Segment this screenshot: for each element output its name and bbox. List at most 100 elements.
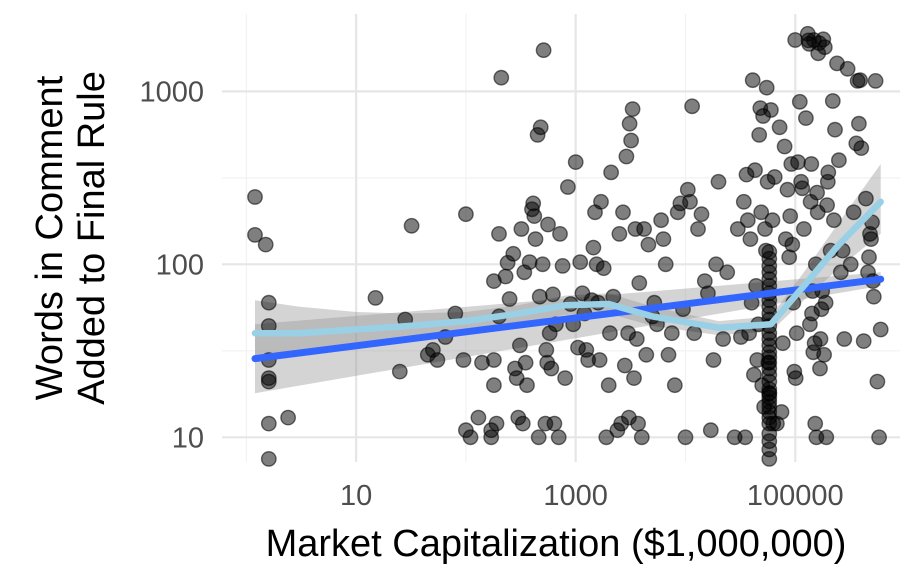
data-point xyxy=(705,352,722,368)
data-point xyxy=(603,164,619,181)
data-point xyxy=(702,422,719,439)
data-point xyxy=(534,256,551,273)
data-point xyxy=(824,93,841,109)
data-point xyxy=(771,119,788,136)
data-point xyxy=(280,409,296,426)
data-point xyxy=(550,429,567,446)
y-tick-label: 100 xyxy=(156,249,204,281)
data-point xyxy=(457,206,474,223)
data-point xyxy=(817,294,834,311)
data-point xyxy=(615,204,631,221)
x-tick-label: 100000 xyxy=(747,480,844,512)
data-point xyxy=(791,93,808,110)
data-point xyxy=(836,331,853,347)
data-point xyxy=(257,236,274,253)
data-point xyxy=(788,325,805,342)
data-point xyxy=(686,325,703,342)
data-point xyxy=(872,321,889,338)
data-point xyxy=(485,352,502,368)
data-point xyxy=(798,110,814,127)
data-point xyxy=(501,291,518,307)
data-point xyxy=(747,162,763,179)
data-point xyxy=(677,429,694,446)
data-point xyxy=(567,154,584,171)
y-axis-title-line-2: Added to Final Rule xyxy=(71,71,113,405)
data-point xyxy=(784,236,801,253)
data-point xyxy=(546,415,563,432)
data-point xyxy=(761,243,778,260)
data-point xyxy=(684,98,700,115)
data-point xyxy=(715,331,731,347)
y-axis-title-line-2-text: Added to Final Rule xyxy=(71,71,113,405)
data-point xyxy=(519,377,535,394)
linear-fit-line xyxy=(251,275,885,363)
data-point xyxy=(429,352,446,368)
data-point xyxy=(871,429,887,446)
data-point xyxy=(367,289,384,306)
data-point xyxy=(455,352,472,368)
data-point xyxy=(827,121,843,138)
data-point xyxy=(839,60,856,77)
data-point xyxy=(618,148,635,165)
data-point xyxy=(488,415,505,432)
data-point xyxy=(845,204,862,221)
data-point xyxy=(719,264,736,281)
data-point xyxy=(247,226,263,243)
data-point xyxy=(247,189,263,205)
x-tick-label: 1000 xyxy=(543,480,608,512)
data-point xyxy=(485,377,502,394)
data-point xyxy=(766,169,783,185)
data-point xyxy=(260,450,277,467)
data-point xyxy=(831,152,847,169)
data-point xyxy=(787,370,804,386)
data-point xyxy=(820,164,837,181)
data-point xyxy=(572,254,589,271)
y-tick-labels: 10 100 1000 xyxy=(139,76,204,454)
data-point xyxy=(611,225,628,242)
data-point xyxy=(540,216,556,233)
data-point xyxy=(742,231,759,248)
data-point xyxy=(853,140,870,157)
data-point xyxy=(517,354,534,371)
data-point xyxy=(851,115,867,132)
data-point xyxy=(514,415,531,432)
data-point xyxy=(557,370,573,386)
data-point xyxy=(746,366,762,383)
data-point xyxy=(693,206,710,223)
data-point xyxy=(636,221,652,237)
data-point xyxy=(491,225,507,242)
y-tick-label: 10 xyxy=(172,422,204,454)
data-point xyxy=(852,72,868,89)
data-point xyxy=(391,363,408,380)
data-point xyxy=(758,79,775,96)
data-point xyxy=(666,377,683,394)
data-point xyxy=(621,115,638,132)
data-point xyxy=(638,346,655,363)
data-point xyxy=(842,256,859,273)
confidence-ribbons xyxy=(255,164,881,394)
data-point xyxy=(790,154,806,171)
data-point xyxy=(657,256,674,273)
data-point xyxy=(816,39,833,56)
data-point xyxy=(530,429,547,446)
data-point xyxy=(531,288,548,305)
data-point xyxy=(865,288,882,305)
data-point xyxy=(858,190,874,207)
data-point xyxy=(616,357,633,374)
data-point xyxy=(863,231,879,248)
data-point xyxy=(626,370,642,386)
data-point xyxy=(591,352,608,368)
data-point xyxy=(744,72,761,89)
data-point xyxy=(462,429,479,446)
data-point xyxy=(512,337,528,354)
data-point xyxy=(776,138,793,155)
data-point xyxy=(729,221,746,237)
data-point xyxy=(593,193,609,210)
data-point xyxy=(585,239,602,256)
data-point xyxy=(260,415,277,432)
data-point xyxy=(552,225,568,242)
data-point xyxy=(470,409,487,426)
data-point xyxy=(753,204,770,221)
smooth-fit-ribbon xyxy=(255,164,881,360)
